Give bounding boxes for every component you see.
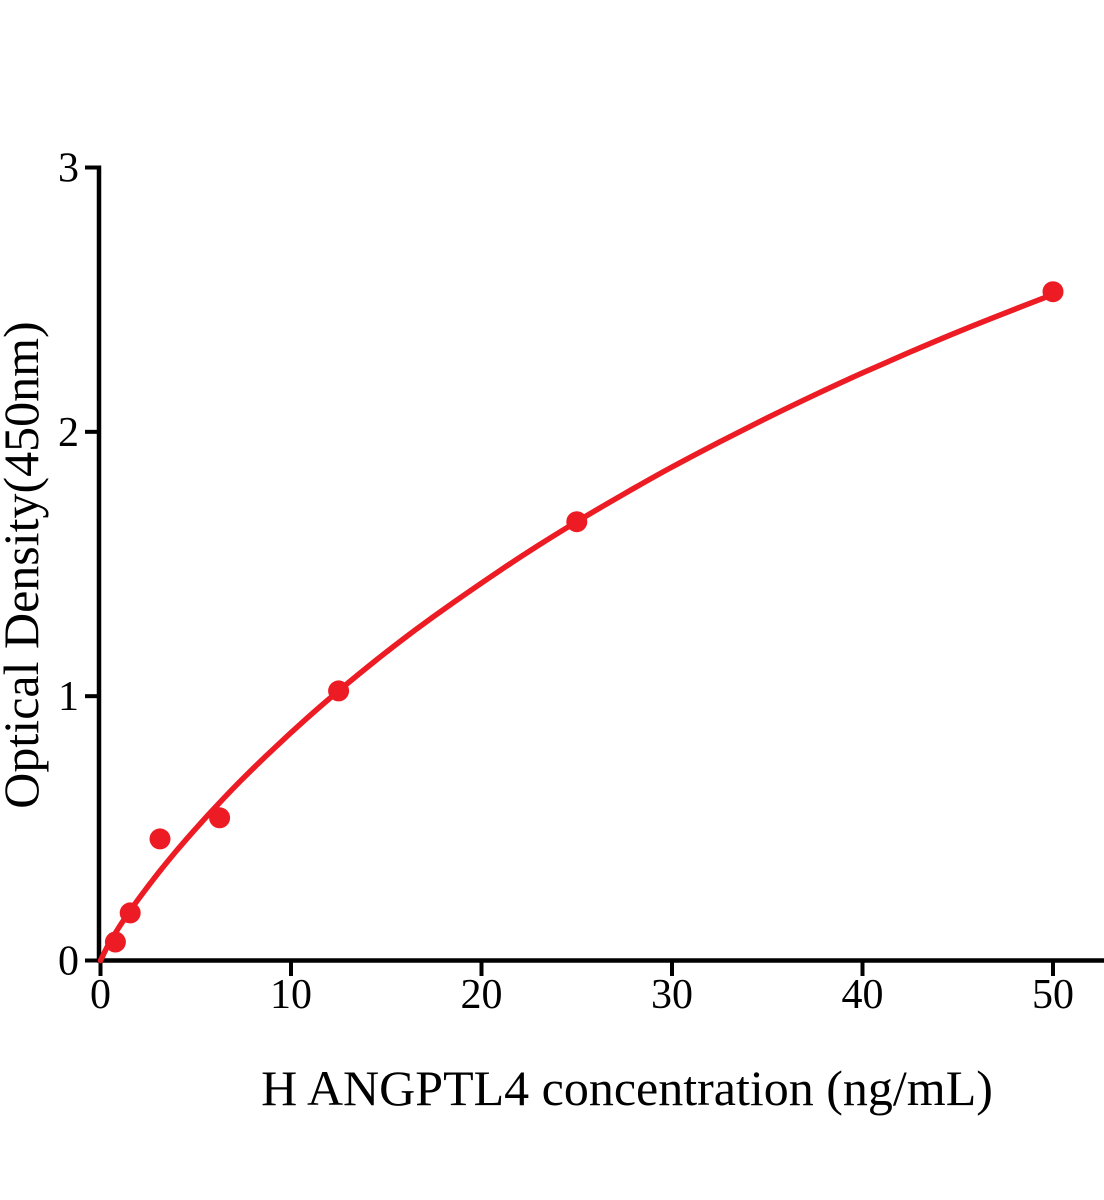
y-tick-label: 0 xyxy=(58,939,79,985)
y-axis-title: Optical Density(450nm) xyxy=(0,321,49,808)
data-point xyxy=(566,511,588,533)
fit-curve-line xyxy=(97,291,1056,964)
y-tick-label: 3 xyxy=(58,146,79,192)
y-tick-label: 1 xyxy=(58,674,79,720)
axes xyxy=(96,165,1104,963)
data-point xyxy=(328,680,350,702)
data-point xyxy=(119,902,141,924)
y-tick-label: 2 xyxy=(58,410,79,456)
x-tick-label: 20 xyxy=(461,972,503,1018)
data-point xyxy=(149,828,171,850)
data-point xyxy=(1042,281,1064,303)
x-tick-label: 10 xyxy=(270,972,312,1018)
x-tick-label: 40 xyxy=(842,972,884,1018)
data-point xyxy=(209,807,231,829)
x-tick-label: 30 xyxy=(651,972,693,1018)
axis-tick-labels: 0 10 20 30 40 50 0 1 2 3 xyxy=(58,146,1074,1019)
data-point xyxy=(104,931,126,953)
x-tick-label: 0 xyxy=(90,972,111,1018)
x-axis-title: H ANGPTL4 concentration (ng/mL) xyxy=(261,1060,993,1116)
data-points xyxy=(104,281,1064,953)
axis-ticks xyxy=(85,165,1055,976)
x-tick-label: 50 xyxy=(1032,972,1074,1018)
